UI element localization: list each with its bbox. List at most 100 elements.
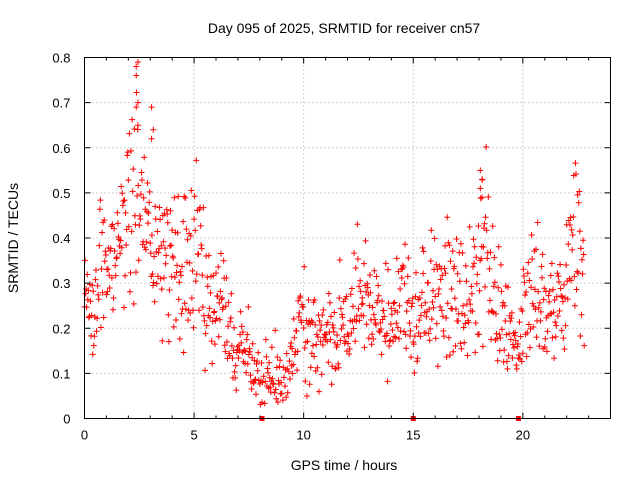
data-point xyxy=(188,187,195,194)
data-point xyxy=(363,321,370,328)
data-point xyxy=(209,318,216,325)
data-point xyxy=(472,319,479,326)
data-point xyxy=(482,214,489,221)
data-point xyxy=(576,228,583,235)
data-point xyxy=(520,272,527,279)
data-point xyxy=(90,342,97,349)
data-point xyxy=(243,369,250,376)
data-point xyxy=(565,241,572,248)
data-point xyxy=(507,336,514,343)
data-point xyxy=(326,299,333,306)
data-point xyxy=(255,349,262,356)
data-point xyxy=(242,348,249,355)
data-point xyxy=(352,265,359,272)
data-point xyxy=(269,375,276,382)
data-point xyxy=(405,297,412,304)
axis-ticks xyxy=(84,57,611,419)
data-point xyxy=(158,242,165,249)
data-point xyxy=(514,343,521,350)
data-point xyxy=(332,365,339,372)
data-point xyxy=(284,389,291,396)
data-point xyxy=(186,260,193,267)
data-point xyxy=(403,345,410,352)
data-point xyxy=(339,314,346,321)
data-point xyxy=(401,280,408,287)
data-point xyxy=(551,296,558,303)
data-point xyxy=(183,226,190,233)
data-point xyxy=(533,334,540,341)
data-point xyxy=(277,390,284,397)
data-point xyxy=(113,255,120,262)
data-point xyxy=(506,330,513,337)
data-point xyxy=(461,312,468,319)
data-point xyxy=(470,236,477,243)
data-point xyxy=(219,295,226,302)
data-point xyxy=(247,372,254,379)
data-point xyxy=(87,298,94,305)
data-point xyxy=(546,288,553,295)
data-point xyxy=(171,274,178,281)
data-point xyxy=(192,278,199,285)
data-point xyxy=(181,193,188,200)
data-point xyxy=(370,336,377,343)
data-point xyxy=(460,302,467,309)
data-point xyxy=(551,355,558,362)
data-point xyxy=(106,272,113,279)
data-point xyxy=(503,331,510,338)
y-axis-label: SRMTID / TECUs xyxy=(5,183,21,293)
data-point xyxy=(187,232,194,239)
data-point xyxy=(361,344,368,351)
data-point xyxy=(546,298,553,305)
data-point xyxy=(264,365,271,372)
data-point xyxy=(371,316,378,323)
data-point xyxy=(356,283,363,290)
data-point xyxy=(404,273,411,280)
data-point xyxy=(468,290,475,297)
data-point xyxy=(112,262,119,269)
data-point xyxy=(574,191,581,198)
data-point xyxy=(290,315,297,322)
data-point xyxy=(547,272,554,279)
data-point xyxy=(417,312,424,319)
data-point xyxy=(536,299,543,306)
data-point xyxy=(572,160,579,167)
data-point xyxy=(106,285,113,292)
data-point xyxy=(398,274,405,281)
data-point xyxy=(269,380,276,387)
data-point xyxy=(252,391,259,398)
data-point xyxy=(406,320,413,327)
data-point xyxy=(537,308,544,315)
data-point xyxy=(134,99,141,106)
data-point xyxy=(528,232,535,239)
data-point xyxy=(134,192,141,199)
x-axis-label: GPS time / hours xyxy=(291,457,398,473)
data-point xyxy=(544,328,551,335)
data-point xyxy=(188,295,195,302)
data-point xyxy=(368,341,375,348)
data-point xyxy=(487,249,494,256)
data-point xyxy=(479,194,486,201)
data-point xyxy=(469,263,476,270)
data-point xyxy=(286,375,293,382)
data-point xyxy=(554,313,561,320)
data-point xyxy=(110,295,117,301)
data-point xyxy=(560,281,567,288)
data-point xyxy=(419,244,426,251)
data-point xyxy=(308,350,315,357)
data-point xyxy=(91,333,98,340)
data-point xyxy=(334,331,341,338)
data-point xyxy=(316,388,323,395)
y-tick-label: 0.4 xyxy=(52,231,70,246)
data-point xyxy=(377,326,384,333)
data-point xyxy=(553,293,560,300)
data-point xyxy=(241,347,248,354)
x-tick-label: 5 xyxy=(190,428,197,443)
data-point xyxy=(153,280,160,287)
data-point xyxy=(227,315,234,322)
data-point xyxy=(294,348,301,355)
data-point xyxy=(337,305,344,312)
data-point xyxy=(128,147,135,154)
data-point xyxy=(141,154,148,161)
data-point xyxy=(249,340,256,347)
data-point xyxy=(314,364,321,371)
